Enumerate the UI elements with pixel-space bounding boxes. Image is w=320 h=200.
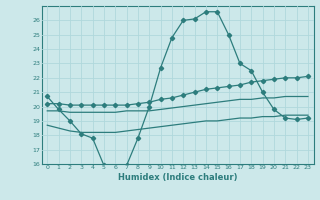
X-axis label: Humidex (Indice chaleur): Humidex (Indice chaleur) [118, 173, 237, 182]
